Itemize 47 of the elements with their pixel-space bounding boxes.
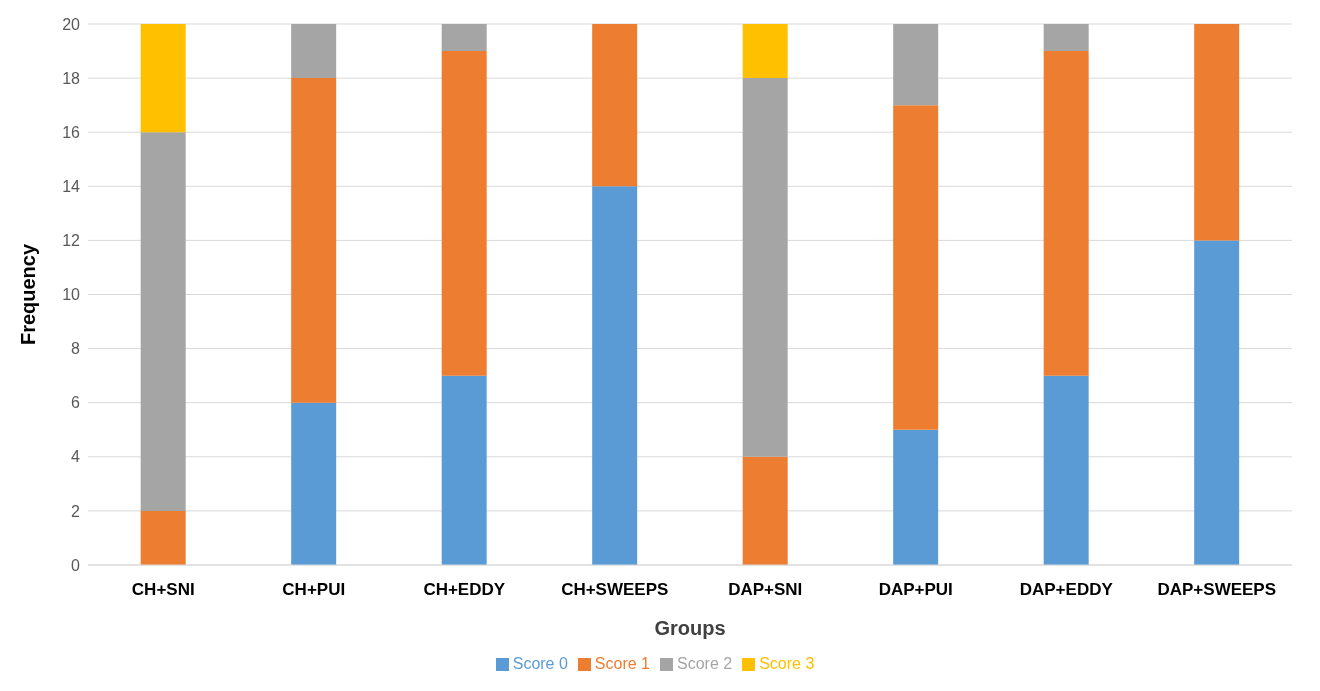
x-tick-label: DAP+EDDY — [1019, 580, 1114, 600]
bar — [742, 456, 788, 565]
x-tick-label: CH+SWEEPS — [561, 580, 669, 600]
x-tick-label: CH+PUI — [282, 580, 346, 600]
x-axis-title: Groups — [654, 617, 726, 639]
x-tick-label: CH+SNI — [131, 580, 195, 600]
bar — [893, 24, 939, 106]
y-tick-label: 14 — [62, 177, 81, 195]
bar — [291, 402, 337, 565]
x-tick-label: DAP+PUI — [878, 580, 953, 600]
y-tick-label: 4 — [71, 448, 81, 466]
bar — [1194, 240, 1240, 565]
bar — [140, 510, 186, 565]
bar — [1043, 24, 1089, 52]
y-axis-title: Frequency — [17, 243, 40, 346]
bar — [893, 429, 939, 565]
legend-label: Score 0 — [512, 655, 568, 672]
bar — [893, 105, 939, 430]
y-tick-label: 20 — [62, 15, 81, 33]
bar — [291, 78, 337, 403]
bar — [1043, 51, 1089, 376]
x-tick-label: DAP+SWEEPS — [1157, 580, 1277, 600]
y-tick-label: 0 — [71, 556, 81, 574]
bar — [592, 186, 638, 565]
bar — [291, 24, 337, 79]
legend-label: Score 3 — [759, 655, 815, 672]
bar — [1194, 24, 1240, 241]
x-tick-label: CH+EDDY — [423, 580, 506, 600]
bar — [592, 24, 638, 187]
legend-label: Score 2 — [677, 655, 733, 672]
x-tick-label: DAP+SNI — [728, 580, 803, 600]
y-tick-label: 2 — [71, 502, 81, 520]
bar — [441, 375, 487, 565]
y-tick-label: 18 — [62, 69, 81, 87]
bar — [742, 24, 788, 79]
bar — [1043, 375, 1089, 565]
y-tick-label: 6 — [71, 394, 81, 412]
bar — [140, 132, 186, 511]
y-tick-label: 16 — [62, 123, 81, 141]
bar — [441, 51, 487, 376]
bar — [441, 24, 487, 52]
legend-label: Score 1 — [594, 655, 650, 672]
y-tick-label: 12 — [62, 232, 81, 250]
bar — [140, 24, 186, 133]
y-tick-label: 10 — [62, 286, 81, 304]
bar — [742, 78, 788, 457]
y-tick-label: 8 — [71, 340, 81, 358]
